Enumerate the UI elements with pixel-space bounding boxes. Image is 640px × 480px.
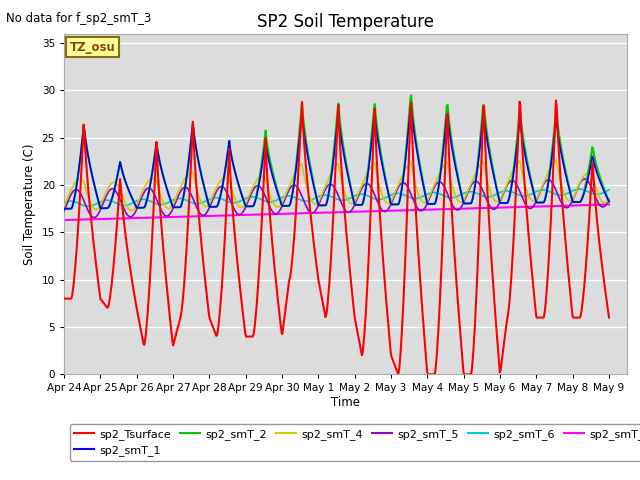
sp2_smT_5 (605, 197, 613, 203)
sp2_smT_5 (60, 208, 68, 214)
Line: sp2_smT_7: sp2_smT_7 (64, 204, 609, 220)
sp2_smT_4 (552, 157, 560, 163)
sp2_Tsurface (70, 279, 77, 285)
sp2_smT_4 (126, 207, 134, 213)
sp2_smT_1 (70, 198, 77, 204)
sp2_Tsurface (419, 310, 426, 316)
Line: sp2_Tsurface: sp2_Tsurface (64, 100, 609, 374)
sp2_smT_7 (126, 216, 134, 221)
sp2_smT_2 (407, 93, 415, 98)
sp2_smT_7 (605, 202, 613, 207)
sp2_smT_5 (581, 176, 589, 182)
sp2_Tsurface (552, 97, 560, 103)
sp2_smT_4 (182, 174, 190, 180)
sp2_smT_4 (60, 203, 68, 209)
sp2_Tsurface (182, 265, 189, 271)
sp2_smT_7 (70, 217, 77, 223)
sp2_smT_1 (182, 183, 189, 189)
sp2_smT_7 (182, 214, 189, 219)
Legend: sp2_Tsurface, sp2_smT_1, sp2_smT_2, sp2_smT_4, sp2_smT_5, sp2_smT_6, sp2_smT_7: sp2_Tsurface, sp2_smT_1, sp2_smT_2, sp2_… (70, 424, 640, 460)
sp2_smT_6 (84, 204, 92, 209)
Line: sp2_smT_1: sp2_smT_1 (64, 105, 609, 209)
sp2_smT_1 (605, 199, 613, 204)
sp2_smT_2 (403, 141, 410, 147)
sp2_smT_5 (70, 188, 77, 193)
sp2_smT_2 (605, 199, 613, 204)
Text: No data for f_sp2_smT_3: No data for f_sp2_smT_3 (6, 12, 152, 25)
sp2_smT_5 (404, 184, 412, 190)
sp2_smT_2 (60, 206, 68, 212)
sp2_smT_6 (211, 195, 219, 201)
sp2_smT_7 (403, 207, 410, 213)
sp2_smT_4 (211, 188, 219, 194)
sp2_smT_4 (419, 200, 427, 205)
sp2_smT_7 (60, 217, 68, 223)
sp2_smT_2 (211, 204, 218, 210)
sp2_smT_6 (127, 201, 134, 207)
sp2_smT_4 (127, 208, 135, 214)
Line: sp2_smT_4: sp2_smT_4 (64, 160, 609, 211)
sp2_smT_2 (419, 180, 427, 186)
Line: sp2_smT_5: sp2_smT_5 (64, 179, 609, 217)
sp2_smT_7 (211, 213, 218, 219)
sp2_Tsurface (126, 264, 134, 270)
sp2_smT_1 (403, 146, 410, 152)
Text: TZ_osu: TZ_osu (70, 41, 115, 54)
sp2_smT_5 (419, 207, 427, 213)
sp2_smT_5 (182, 185, 190, 191)
sp2_smT_6 (419, 193, 427, 199)
sp2_smT_6 (575, 186, 583, 192)
X-axis label: Time: Time (331, 396, 360, 409)
sp2_smT_4 (605, 196, 613, 202)
Y-axis label: Soil Temperature (C): Soil Temperature (C) (23, 143, 36, 265)
sp2_smT_6 (404, 193, 412, 199)
Line: sp2_smT_2: sp2_smT_2 (64, 96, 609, 209)
sp2_smT_1 (211, 204, 218, 210)
sp2_Tsurface (403, 220, 410, 226)
sp2_Tsurface (605, 315, 613, 321)
sp2_smT_6 (605, 187, 613, 193)
sp2_smT_5 (127, 214, 134, 220)
sp2_smT_5 (90, 215, 98, 220)
sp2_smT_1 (407, 102, 415, 108)
Line: sp2_smT_6: sp2_smT_6 (64, 189, 609, 206)
sp2_smT_1 (60, 206, 68, 212)
sp2_smT_6 (60, 200, 68, 205)
sp2_smT_2 (126, 191, 134, 196)
sp2_smT_7 (419, 207, 426, 213)
sp2_smT_1 (419, 182, 427, 188)
sp2_smT_6 (182, 197, 190, 203)
sp2_smT_5 (211, 192, 219, 198)
sp2_Tsurface (60, 296, 68, 301)
sp2_Tsurface (424, 372, 432, 377)
sp2_smT_2 (182, 183, 189, 189)
Title: SP2 Soil Temperature: SP2 Soil Temperature (257, 12, 434, 31)
sp2_smT_4 (404, 163, 412, 169)
sp2_smT_1 (126, 191, 134, 196)
sp2_Tsurface (211, 327, 218, 333)
sp2_smT_4 (70, 181, 77, 187)
sp2_smT_6 (70, 199, 77, 204)
sp2_smT_2 (70, 198, 77, 204)
